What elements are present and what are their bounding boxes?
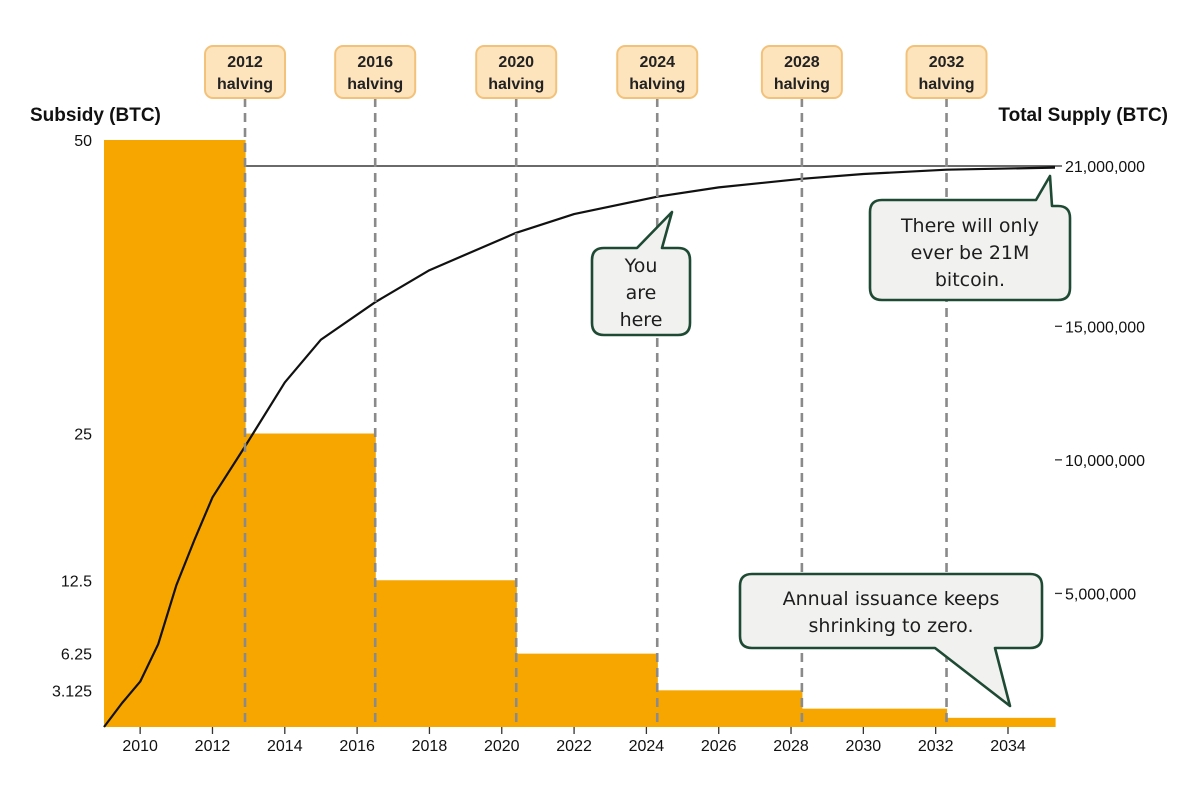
halving-year-label: 2016 [357, 54, 393, 71]
y-right-tick-label: 10,000,000 [1065, 453, 1145, 470]
callout-text-line: bitcoin. [935, 269, 1005, 291]
halving-box-2 [475, 45, 558, 99]
x-tick-label: 2026 [701, 738, 737, 755]
callout-text-line: ever be 21M [911, 242, 1030, 264]
subsidy-bar-2 [375, 580, 517, 727]
subsidy-bar-5 [801, 708, 948, 727]
x-tick-label: 2010 [122, 738, 158, 755]
halving-markers: 2012 halving 2016 halving 2020 halving 2024 hal… [204, 45, 988, 727]
callout-21m-cap: There will only ever be 21M bitcoin. [868, 174, 1072, 302]
callout-text-line: shrinking to zero. [809, 615, 974, 637]
axes: Subsidy (BTC) Total Supply (BTC) 50 25 12.5 6… [30, 105, 1168, 755]
halving-word-label: halving [774, 76, 830, 93]
y-left-tick-label: 25 [74, 427, 92, 444]
halving-word-label: halving [919, 76, 975, 93]
y-left-tick-label: 12.5 [61, 573, 92, 590]
y-right-tick-label: 15,000,000 [1065, 319, 1145, 336]
callout-bubble [868, 174, 1072, 302]
y-left-axis-title: Subsidy (BTC) [30, 105, 161, 126]
x-tick-label: 2032 [918, 738, 954, 755]
halving-word-label: halving [488, 76, 544, 93]
halving-year-label: 2020 [498, 54, 534, 71]
halving-box-3 [616, 45, 699, 99]
y-right-axis-title: Total Supply (BTC) [998, 105, 1168, 126]
y-left-tick-label: 3.125 [52, 683, 92, 700]
halving-year-label: 2024 [639, 54, 675, 71]
halving-box-1 [334, 45, 417, 99]
callout-bubble [590, 210, 692, 337]
callout-text-line: Annual issuance keeps [783, 588, 1000, 610]
halving-year-label: 2012 [227, 54, 263, 71]
y-right-tick-label: 21,000,000 [1065, 159, 1145, 176]
x-tick-label: 2018 [412, 738, 448, 755]
supply-line-group [103, 166, 1056, 728]
callout-text-line: are [626, 282, 657, 304]
y-right-tick-label: 5,000,000 [1065, 586, 1136, 603]
halving-box-5 [905, 45, 988, 99]
x-tick-label: 2034 [990, 738, 1026, 755]
halving-box-4 [760, 45, 843, 99]
halving-word-label: halving [217, 76, 273, 93]
x-tick-label: 2024 [629, 738, 665, 755]
y-left-tick-label: 50 [74, 133, 92, 150]
x-tick-label: 2022 [556, 738, 592, 755]
halving-word-label: halving [347, 76, 403, 93]
callout-issuance: Annual issuance keeps shrinking to zero. [738, 572, 1044, 708]
subsidy-bars [104, 140, 1056, 727]
x-tick-label: 2012 [195, 738, 231, 755]
halving-year-label: 2032 [929, 54, 965, 71]
subsidy-bar-1 [245, 433, 376, 727]
callout-text-line: There will only [900, 215, 1039, 237]
x-tick-label: 2020 [484, 738, 520, 755]
halving-box-0 [204, 45, 287, 99]
x-tick-label: 2030 [846, 738, 882, 755]
callout-you-are-here: You are here [590, 210, 692, 337]
subsidy-bar-0 [104, 140, 246, 727]
x-tick-label: 2014 [267, 738, 303, 755]
subsidy-bar-6 [946, 717, 1056, 727]
halving-year-label: 2028 [784, 54, 820, 71]
callout-bubble [738, 572, 1044, 708]
supply-line [103, 166, 1056, 728]
y-left-tick-label: 6.25 [61, 647, 92, 664]
callouts: You are here There will only ever be 21M bitc… [590, 174, 1072, 708]
x-tick-label: 2028 [773, 738, 809, 755]
subsidy-bar-3 [516, 653, 658, 727]
callout-text-line: here [620, 309, 663, 331]
callout-text-line: You [624, 255, 658, 277]
x-tick-label: 2016 [339, 738, 375, 755]
subsidy-bar-4 [657, 690, 803, 727]
halving-word-label: halving [629, 76, 685, 93]
